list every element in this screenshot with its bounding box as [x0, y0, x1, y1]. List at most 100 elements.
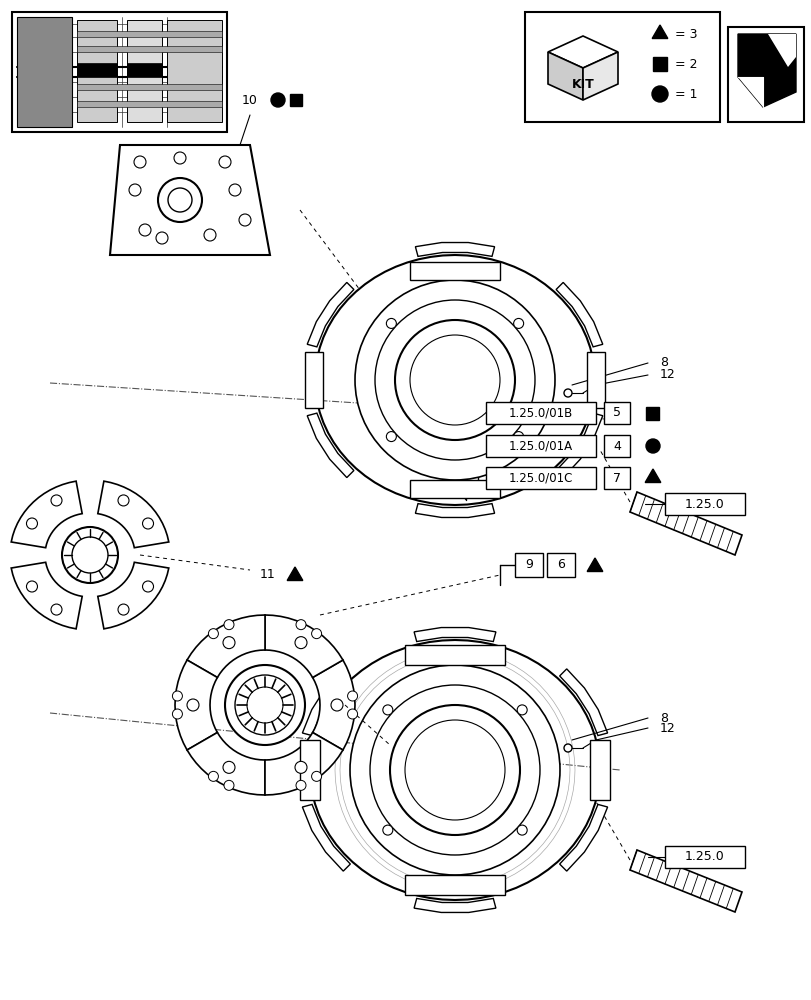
Bar	[547, 553, 574, 577]
Bar	[77, 63, 117, 77]
Bar	[603, 402, 629, 424]
Circle shape	[156, 232, 168, 244]
Bar	[305, 352, 323, 408]
Text: 8: 8	[659, 711, 667, 724]
Text: 1.25.0/01A: 1.25.0/01A	[508, 440, 573, 452]
Bar	[486, 402, 595, 424]
Circle shape	[513, 432, 523, 442]
Polygon shape	[187, 615, 264, 678]
Text: 1.25.0: 1.25.0	[684, 850, 724, 863]
Polygon shape	[97, 562, 169, 629]
Polygon shape	[302, 669, 350, 736]
Polygon shape	[312, 660, 354, 750]
Circle shape	[223, 761, 234, 773]
Circle shape	[204, 229, 216, 241]
Circle shape	[405, 720, 504, 820]
Circle shape	[208, 771, 218, 781]
Polygon shape	[586, 558, 602, 572]
Bar	[167, 20, 221, 122]
Bar	[405, 875, 504, 895]
Polygon shape	[287, 567, 303, 580]
Bar	[127, 20, 162, 122]
Bar	[77, 84, 221, 90]
Circle shape	[234, 675, 294, 735]
Polygon shape	[556, 413, 602, 478]
Polygon shape	[556, 282, 602, 347]
Circle shape	[172, 691, 182, 701]
Bar	[299, 740, 320, 800]
Circle shape	[158, 178, 202, 222]
Circle shape	[386, 318, 396, 328]
Circle shape	[646, 439, 659, 453]
Text: 7: 7	[612, 472, 620, 485]
Circle shape	[118, 495, 129, 506]
Circle shape	[134, 156, 146, 168]
Polygon shape	[307, 413, 354, 478]
Polygon shape	[415, 504, 494, 517]
Circle shape	[347, 691, 357, 701]
Bar	[405, 645, 504, 665]
Text: 12: 12	[659, 721, 675, 734]
Circle shape	[224, 780, 234, 790]
Circle shape	[564, 744, 571, 752]
Bar	[290, 94, 302, 106]
Bar	[603, 435, 629, 457]
Circle shape	[143, 581, 153, 592]
Bar	[590, 740, 609, 800]
Circle shape	[386, 432, 396, 442]
Text: = 3: = 3	[674, 28, 697, 41]
Circle shape	[370, 685, 539, 855]
Text: 1.25.0: 1.25.0	[684, 497, 724, 510]
Polygon shape	[737, 77, 762, 107]
Polygon shape	[645, 469, 660, 483]
Polygon shape	[414, 628, 496, 642]
Polygon shape	[415, 243, 494, 256]
Bar	[664, 846, 744, 868]
Circle shape	[225, 665, 305, 745]
Circle shape	[51, 495, 62, 506]
Bar	[664, 493, 744, 515]
Polygon shape	[582, 52, 617, 100]
Circle shape	[294, 637, 307, 649]
Circle shape	[247, 687, 283, 723]
Text: = 1: = 1	[674, 88, 697, 101]
Circle shape	[375, 300, 534, 460]
Circle shape	[72, 537, 108, 573]
Circle shape	[410, 335, 500, 425]
Bar	[77, 20, 117, 122]
Circle shape	[517, 705, 526, 715]
Bar	[12, 12, 227, 132]
Text: 8: 8	[659, 357, 667, 369]
Circle shape	[143, 518, 153, 529]
Text: 6: 6	[556, 558, 564, 572]
Bar	[486, 467, 595, 489]
Circle shape	[208, 629, 218, 639]
Polygon shape	[414, 898, 496, 912]
Circle shape	[311, 629, 321, 639]
Circle shape	[513, 318, 523, 328]
Circle shape	[172, 709, 182, 719]
Bar	[410, 262, 500, 280]
Polygon shape	[307, 282, 354, 347]
Polygon shape	[315, 255, 594, 505]
Circle shape	[139, 224, 151, 236]
Circle shape	[62, 527, 118, 583]
Bar	[77, 31, 221, 37]
Circle shape	[382, 825, 393, 835]
Polygon shape	[559, 804, 607, 871]
Text: 1.25.0/01C: 1.25.0/01C	[508, 472, 573, 485]
Circle shape	[517, 825, 526, 835]
Circle shape	[118, 604, 129, 615]
Circle shape	[564, 389, 571, 397]
Circle shape	[311, 771, 321, 781]
Polygon shape	[629, 492, 741, 555]
Circle shape	[219, 156, 230, 168]
Bar	[486, 435, 595, 457]
Polygon shape	[302, 804, 350, 871]
Circle shape	[294, 761, 307, 773]
Text: 12: 12	[659, 368, 675, 381]
Bar	[410, 480, 500, 498]
Bar	[652, 57, 666, 71]
Text: KIT: KIT	[571, 78, 594, 91]
Bar	[525, 12, 719, 122]
